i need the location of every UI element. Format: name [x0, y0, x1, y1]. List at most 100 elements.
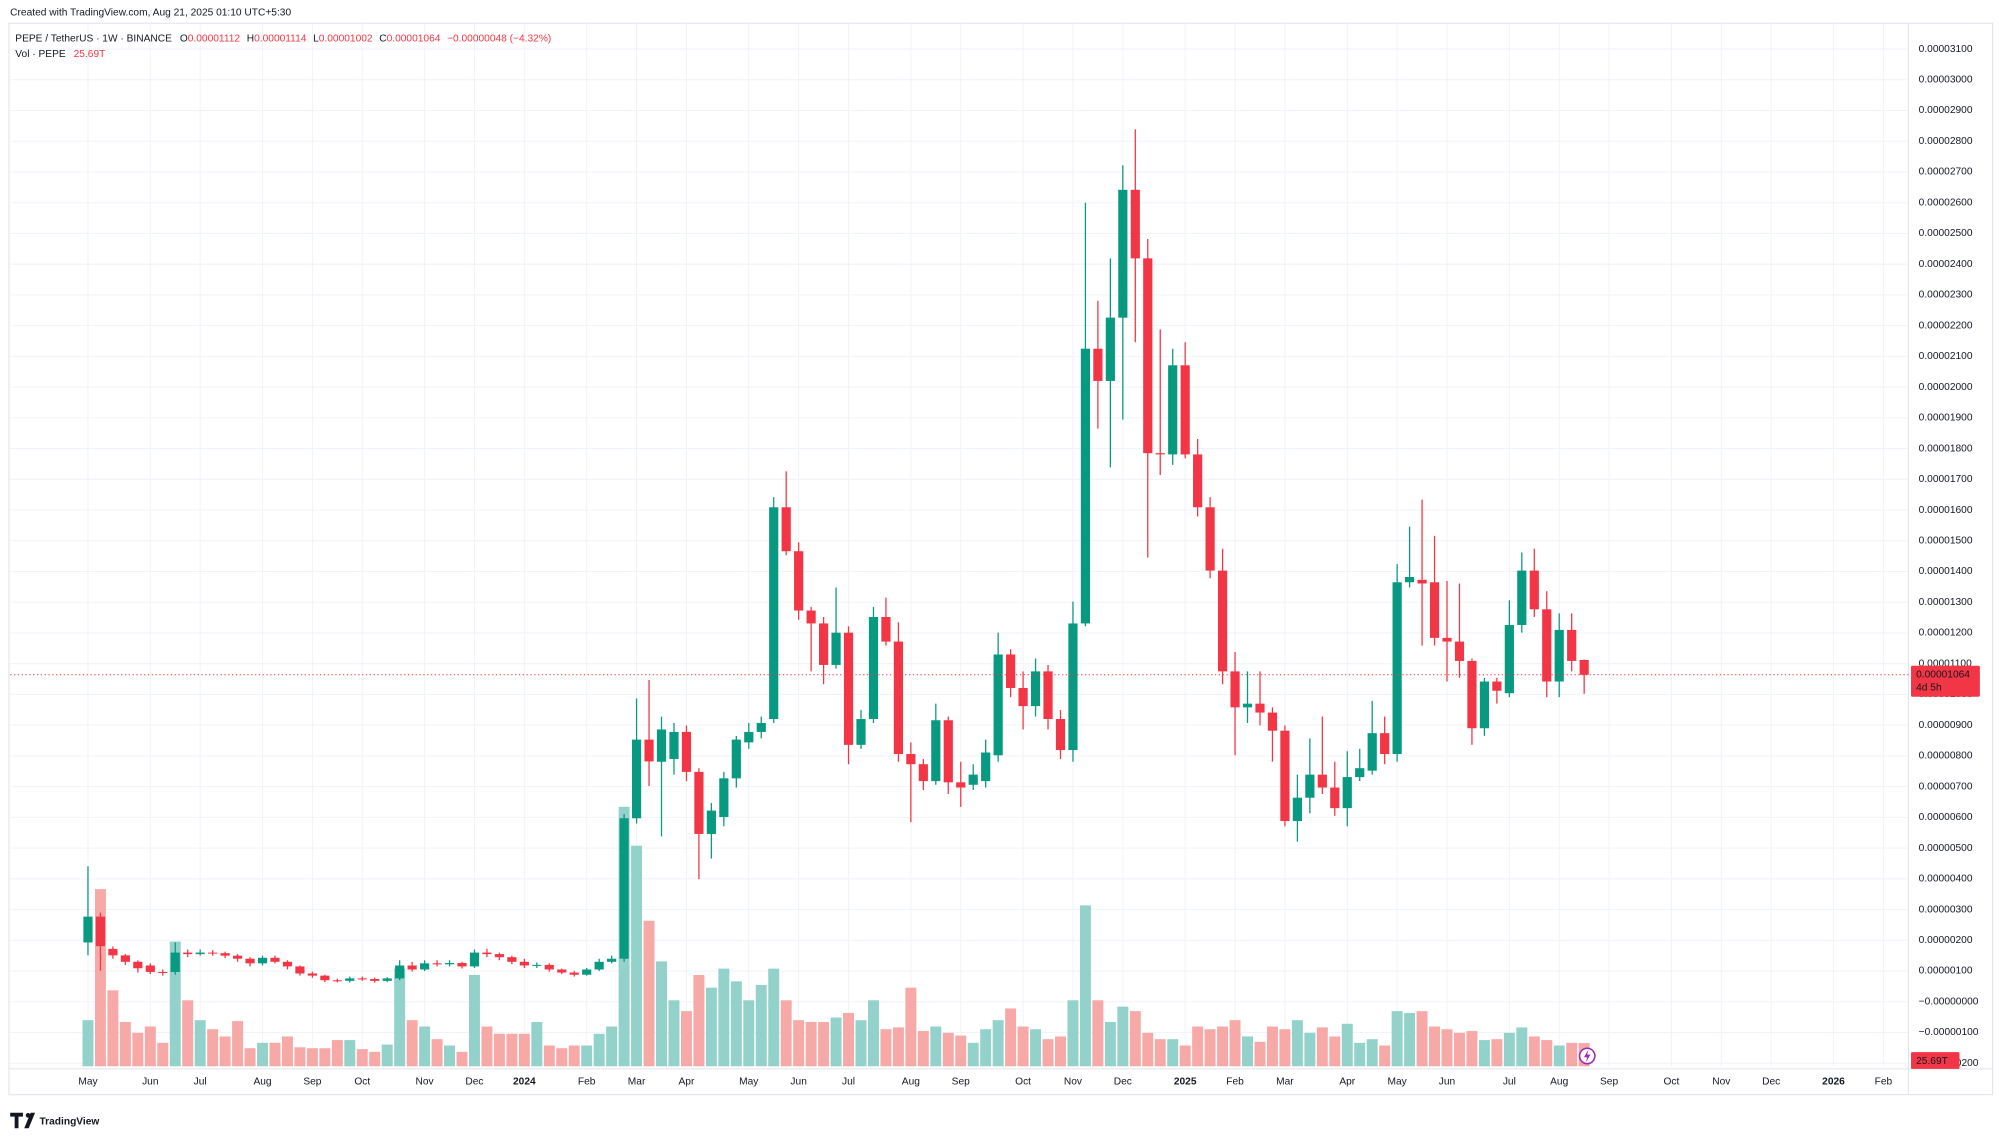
volume-bar — [1055, 1036, 1066, 1067]
volume-bar — [880, 1029, 892, 1067]
volume-bar — [755, 984, 767, 1067]
volume-bar — [1017, 1026, 1029, 1067]
volume-bar — [955, 1035, 967, 1067]
candle-body — [1380, 733, 1390, 755]
y-tick-label: 0.00001800 — [1919, 443, 1973, 454]
candle-body — [956, 782, 966, 788]
candle-body — [519, 961, 529, 966]
candle-body — [669, 731, 679, 759]
candle-body — [108, 948, 118, 956]
x-tick-label: Nov — [416, 1076, 435, 1087]
candle-body — [532, 964, 542, 966]
flash-icon[interactable] — [1578, 1047, 1596, 1065]
legend-symbol: PEPE / TetherUS · 1W · BINANCE — [15, 33, 172, 44]
candle-body — [644, 739, 654, 762]
volume-bar — [1129, 1011, 1141, 1067]
volume-bar — [1478, 1040, 1490, 1067]
candle-body — [1118, 189, 1128, 318]
candle-body — [1542, 609, 1552, 682]
volume-bar — [656, 961, 667, 1067]
candle-body — [1105, 317, 1115, 381]
candle-body — [1317, 774, 1327, 788]
y-tick-label: 0.00002900 — [1919, 105, 1973, 116]
candle-body — [781, 507, 791, 552]
candle-body — [1467, 660, 1477, 729]
volume-bar — [269, 1042, 281, 1067]
x-tick-label: Sep — [1600, 1076, 1618, 1087]
volume-bar — [867, 1000, 879, 1067]
volume-bar — [643, 920, 655, 1067]
candle-body — [706, 810, 716, 834]
volume-bar — [107, 990, 119, 1067]
legend-open: 0.00001112 — [188, 33, 241, 44]
volume-bar — [855, 1020, 867, 1067]
candle-body — [1529, 570, 1539, 610]
volume-bar — [518, 1033, 530, 1067]
candle-body — [1130, 189, 1140, 259]
y-tick-label: 0.00000800 — [1919, 751, 1973, 762]
volume-bar — [1453, 1032, 1465, 1067]
candle-body — [482, 952, 492, 955]
candle-body — [893, 641, 903, 755]
x-tick-label: Nov — [1064, 1076, 1083, 1087]
candle-body — [282, 961, 293, 967]
volume-bar — [830, 1017, 842, 1067]
x-tick-label: Apr — [679, 1076, 695, 1087]
volume-bar — [1204, 1029, 1216, 1067]
candles — [83, 129, 1589, 983]
volume-bar — [1030, 1029, 1042, 1067]
legend: PEPE / TetherUS · 1W · BINANCE O0.000011… — [15, 33, 551, 44]
volume-bar — [1341, 1023, 1353, 1067]
volume-bar — [1242, 1036, 1253, 1067]
volume-bar — [506, 1033, 518, 1067]
volume-bar — [606, 1026, 618, 1067]
candle-body — [220, 953, 230, 956]
candle-body — [744, 731, 754, 743]
volume-bar — [1491, 1039, 1503, 1067]
candle-body — [1180, 365, 1190, 455]
legend-letter: O — [180, 33, 188, 44]
legend-high: 0.00001114 — [254, 33, 307, 44]
candle-body — [1292, 797, 1302, 822]
volume-bar — [331, 1040, 343, 1067]
x-tick-label: Jul — [842, 1076, 855, 1087]
candle-body — [370, 979, 380, 981]
x-tick-label: 2026 — [1822, 1076, 1845, 1087]
volume-bar — [481, 1026, 493, 1067]
candle-body — [120, 955, 130, 962]
candle-body — [1479, 681, 1489, 729]
volume-bar — [1266, 1026, 1278, 1067]
countdown-label: 4d 5h — [1916, 682, 1942, 693]
candle-body — [557, 969, 567, 973]
flash-bolt[interactable] — [1584, 1049, 1591, 1063]
candle-body — [1030, 671, 1041, 707]
y-tick-label: 0.00003000 — [1919, 74, 1973, 85]
volume-bar — [469, 974, 480, 1067]
candle-body — [993, 654, 1003, 756]
candle-body — [943, 720, 953, 783]
candle-body — [420, 963, 430, 970]
candle-body — [357, 978, 367, 980]
volume-bar — [294, 1047, 306, 1067]
candle-body — [756, 723, 766, 732]
volume-bar — [431, 1039, 443, 1067]
volume-bar — [843, 1012, 855, 1067]
volume-bar — [1566, 1042, 1578, 1067]
candle-body — [245, 958, 255, 964]
volume-bar — [1167, 1039, 1179, 1067]
volume-bar — [1541, 1040, 1553, 1067]
volume-bar — [892, 1027, 904, 1067]
candle-body — [457, 963, 467, 967]
x-tick-label: Mar — [1276, 1076, 1294, 1087]
candle-body — [719, 778, 729, 818]
volume-bar — [1117, 1006, 1129, 1067]
candle-body — [544, 964, 554, 970]
candle-body — [1429, 582, 1440, 638]
y-tick-label: 0.00000100 — [1919, 966, 1973, 977]
y-tick-label: −0.00000000 — [1919, 996, 1979, 1007]
candle-body — [507, 957, 517, 962]
volume-bar — [1516, 1027, 1528, 1067]
volume-bar — [1254, 1041, 1266, 1067]
